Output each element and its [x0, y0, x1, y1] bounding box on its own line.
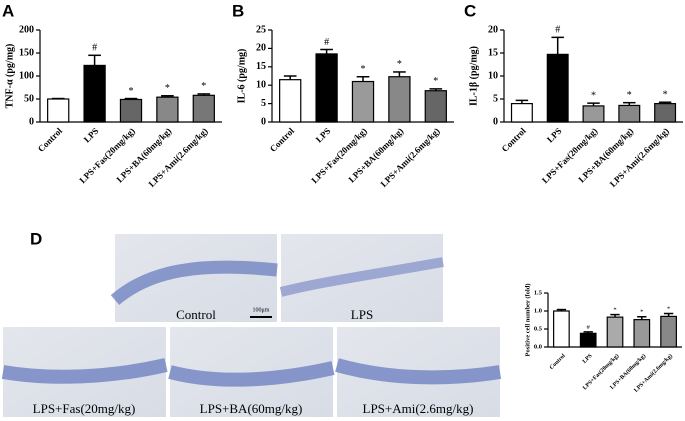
bar	[606, 316, 624, 348]
bar	[654, 102, 677, 123]
panel-letter: D	[30, 229, 42, 248]
significance-mark: #	[587, 324, 591, 331]
bar	[546, 53, 569, 123]
y-tick-label: 20	[488, 24, 498, 35]
y-tick-label: 150	[19, 47, 34, 58]
x-tick-label: LPS	[82, 126, 101, 145]
y-tick-label: 10	[256, 79, 266, 90]
y-axis-title: IL-6 (pg/mg)	[236, 49, 247, 104]
y-tick-label: 5	[493, 93, 498, 104]
y-tick-label: 200	[19, 24, 34, 35]
x-tick-label: Control	[549, 353, 567, 371]
y-axis-title: TNF-α (pg/mg)	[4, 44, 15, 109]
bar	[553, 310, 570, 348]
bar	[351, 80, 375, 123]
bar	[119, 98, 143, 123]
y-tick-label: 15	[488, 47, 498, 58]
bar	[633, 319, 651, 348]
micrograph-caption: LPS+Ami(2.6mg/kg)	[363, 401, 474, 416]
bar	[579, 332, 597, 348]
x-tick-label: Control	[36, 125, 65, 154]
x-tick-label: LPS	[582, 353, 594, 365]
x-tick-label: LPS	[314, 126, 333, 145]
significance-mark: *	[433, 76, 438, 87]
bar	[510, 102, 533, 123]
significance-mark: *	[591, 90, 596, 101]
significance-mark: #	[92, 43, 97, 54]
y-tick-label: 25	[256, 24, 266, 35]
micrograph-caption: LPS+BA(60mg/kg)	[200, 401, 303, 416]
significance-mark: *	[663, 90, 668, 101]
bar	[279, 79, 302, 123]
micrograph: LPS	[279, 234, 444, 322]
significance-mark: *	[667, 305, 670, 312]
bar	[618, 104, 641, 123]
bar	[660, 315, 677, 348]
micrograph-caption: LPS+Fas(20mg/kg)	[33, 401, 136, 416]
y-tick-label: 0.0	[534, 343, 542, 350]
bar	[315, 53, 338, 123]
panel-letter: C	[464, 1, 476, 20]
significance-mark: #	[555, 25, 560, 36]
y-tick-label: 1.5	[534, 289, 543, 296]
significance-mark: *	[361, 64, 366, 75]
x-tick-label: Control	[268, 125, 297, 154]
micrograph: 100μm Control	[110, 234, 278, 322]
y-tick-label: 0.5	[534, 325, 543, 332]
bar	[424, 90, 447, 123]
y-tick-label: 20	[256, 43, 266, 54]
panel-letter: A	[2, 1, 14, 20]
bar	[582, 105, 605, 123]
y-tick-label: 1.0	[534, 307, 542, 314]
significance-mark: *	[165, 83, 170, 94]
bar	[156, 96, 179, 123]
micrograph: LPS+Fas(20mg/kg)	[1, 327, 168, 417]
x-tick-label: LPS	[545, 126, 564, 145]
significance-mark: *	[613, 307, 616, 314]
y-axis-title: IL-1β (pg/mg)	[468, 46, 479, 106]
bar	[192, 94, 215, 123]
significance-mark: *	[627, 90, 632, 101]
y-tick-label: 10	[488, 70, 498, 81]
bar	[388, 76, 411, 123]
micrograph-caption: LPS	[351, 307, 373, 322]
micrograph: LPS+BA(60mg/kg)	[168, 327, 335, 417]
bar	[47, 98, 70, 123]
micrograph-caption: Control	[176, 307, 216, 322]
y-tick-label: 15	[256, 61, 266, 72]
panel-letter: B	[232, 1, 244, 20]
significance-mark: *	[129, 86, 134, 97]
significance-mark: *	[397, 59, 402, 70]
x-tick-label: Control	[500, 125, 529, 154]
scale-bar-label: 100μm	[253, 307, 270, 313]
y-tick-label: 100	[19, 70, 34, 81]
bar	[83, 64, 106, 123]
significance-mark: *	[201, 81, 206, 92]
y-tick-label: 0	[261, 116, 266, 127]
y-tick-label: 50	[24, 93, 34, 104]
micrograph: LPS+Ami(2.6mg/kg)	[335, 327, 502, 417]
significance-mark: *	[640, 309, 643, 316]
significance-mark: #	[324, 37, 329, 48]
y-tick-label: 0	[493, 116, 498, 127]
y-axis-title: Positive cell number (fold)	[524, 284, 531, 357]
y-tick-label: 0	[29, 116, 34, 127]
y-tick-label: 5	[261, 98, 266, 109]
micrograph-grid: 100μm Control LPS LPS+Fas(20mg/kg) LPS+B…	[1, 229, 502, 417]
